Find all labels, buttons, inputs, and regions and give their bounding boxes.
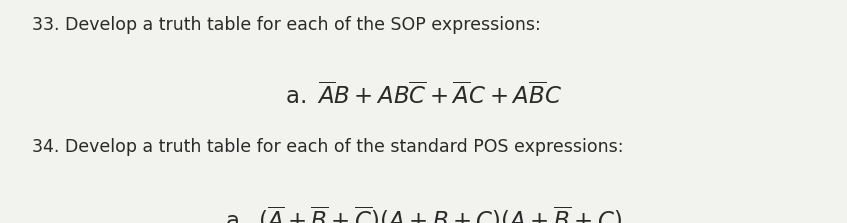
Text: 34. Develop a truth table for each of the standard POS expressions:: 34. Develop a truth table for each of th… (32, 138, 623, 156)
Text: $\mathrm{a.}\ \left(\overline{A} + \overline{B} + \overline{C}\right)\left(A + B: $\mathrm{a.}\ \left(\overline{A} + \over… (225, 205, 622, 223)
Text: $\mathrm{a.}\ \overline{A}B + AB\overline{C} + \overline{A}C + A\overline{B}C$: $\mathrm{a.}\ \overline{A}B + AB\overlin… (285, 83, 562, 109)
Text: 33. Develop a truth table for each of the SOP expressions:: 33. Develop a truth table for each of th… (32, 16, 541, 34)
